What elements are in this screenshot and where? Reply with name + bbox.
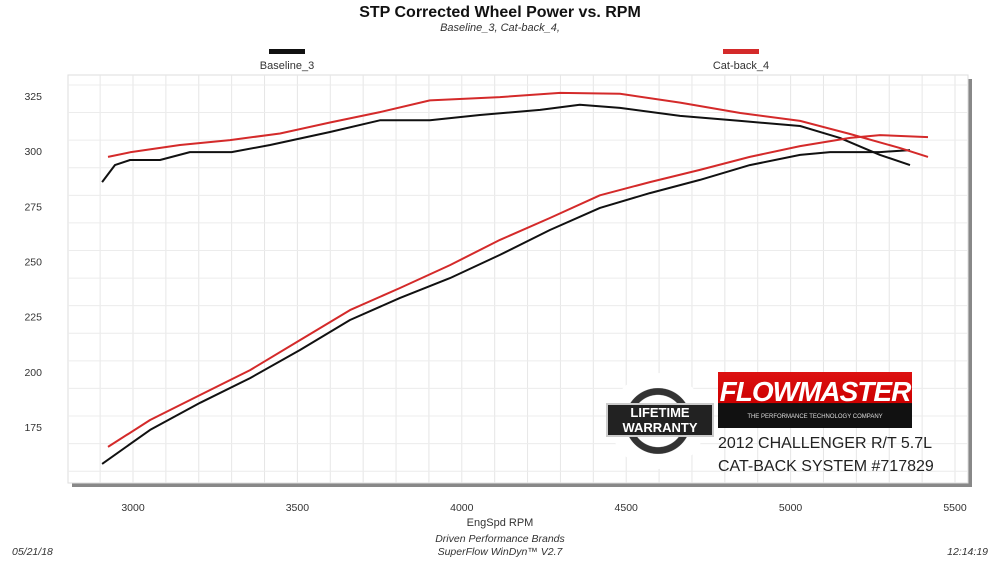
y-tick-label: 250	[24, 257, 42, 269]
legend-label-catback: Cat-back_4	[712, 60, 770, 72]
chart-title: STP Corrected Wheel Power vs. RPM	[359, 4, 641, 21]
y-tick-label: 300	[24, 146, 42, 158]
flowmaster-tagline: THE PERFORMANCE TECHNOLOGY COMPANY	[747, 414, 883, 420]
warranty-text: LIFETIME WARRANTY	[606, 403, 714, 437]
y-tick-label: 275	[24, 201, 42, 213]
x-tick-label: 3500	[286, 502, 310, 514]
x-tick-label: 3000	[121, 502, 145, 514]
series-line-cat-back-4-lower	[107, 134, 929, 448]
y-tick-label: 200	[24, 367, 42, 379]
x-tick-label: 4500	[615, 502, 639, 514]
y-tick-label: 325	[24, 91, 42, 103]
footer-time: 12:14:19	[947, 546, 988, 558]
legend-label-baseline: Baseline_3	[259, 60, 315, 72]
footer-company: Driven Performance Brands	[435, 533, 565, 545]
legend-swatch-baseline	[269, 49, 305, 54]
legend-swatch-catback	[723, 49, 759, 54]
footer-software: SuperFlow WinDyn™ V2.7	[437, 546, 563, 558]
x-tick-label: 4000	[450, 502, 474, 514]
system-label: CAT-BACK SYSTEM #717829	[718, 458, 934, 475]
series-line-baseline-3-upper	[101, 103, 911, 183]
lifetime-warranty-badge: STAINLESS STEEL LIMITED LIFETIME WARRANT…	[606, 373, 714, 469]
flowmaster-logo: FLOWMASTER THE PERFORMANCE TECHNOLOGY CO…	[718, 372, 912, 428]
vehicle-label: 2012 CHALLENGER R/T 5.7L	[718, 435, 933, 452]
footer-date: 05/21/18	[12, 546, 53, 558]
chart-subtitle: Baseline_3, Cat-back_4,	[440, 22, 560, 34]
x-tick-label: 5000	[779, 502, 803, 514]
series-line-cat-back-4-upper	[107, 91, 929, 158]
y-tick-label: 175	[24, 422, 42, 434]
y-tick-label: 225	[24, 312, 42, 324]
flowmaster-logo-text: FLOWMASTER	[719, 376, 912, 407]
series-line-baseline-3-lower	[101, 149, 911, 465]
x-tick-label: 5500	[943, 502, 967, 514]
x-axis-label: EngSpd RPM	[466, 517, 534, 529]
